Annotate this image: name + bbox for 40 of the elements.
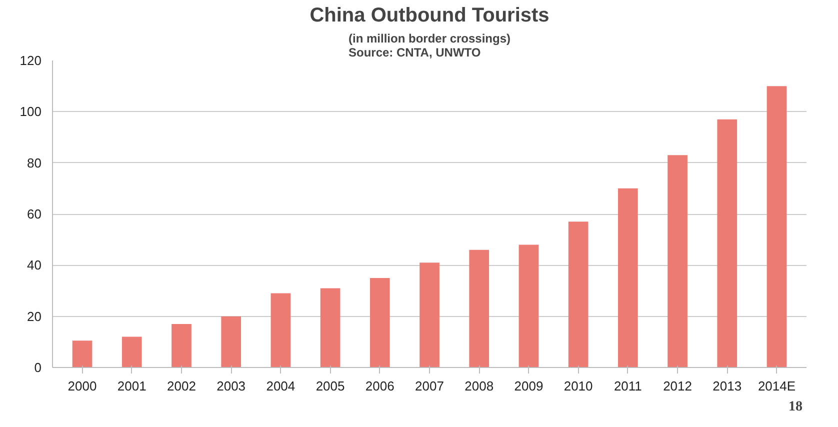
x-tick-label: 2007 bbox=[415, 378, 444, 394]
y-tick-label: 0 bbox=[34, 360, 42, 375]
x-tick-label: 2002 bbox=[167, 378, 196, 394]
x-tick-label: 2001 bbox=[117, 378, 146, 394]
bar bbox=[172, 324, 192, 368]
bar bbox=[370, 278, 390, 368]
y-tick-label: 40 bbox=[27, 258, 42, 273]
y-tick-label: 60 bbox=[27, 206, 42, 222]
x-tick-label: 2014E bbox=[758, 378, 796, 394]
x-tick-label: 2000 bbox=[68, 378, 97, 394]
x-tick-label: 2008 bbox=[464, 378, 494, 394]
x-tick-label: 2003 bbox=[216, 378, 246, 394]
x-tick-label: 2012 bbox=[663, 378, 692, 394]
bar bbox=[72, 340, 92, 368]
bar bbox=[518, 244, 539, 368]
bar bbox=[568, 222, 588, 368]
bar bbox=[420, 262, 440, 368]
bar bbox=[469, 250, 490, 368]
bar bbox=[717, 119, 738, 368]
y-tick-label: 80 bbox=[27, 155, 42, 170]
x-tick-label: 2009 bbox=[514, 378, 544, 394]
x-tick-label: 2004 bbox=[266, 378, 296, 394]
chart-title: China Outbound Tourists bbox=[310, 4, 550, 26]
y-tick-label: 100 bbox=[20, 104, 42, 120]
bar bbox=[320, 288, 340, 368]
chart-subtitle: (in million border crossings) Source: CNTA, UNWTO bbox=[348, 32, 511, 60]
x-tick-label: 2006 bbox=[365, 378, 394, 394]
bar bbox=[270, 293, 291, 368]
y-tick-label: 20 bbox=[27, 308, 42, 324]
bar bbox=[221, 316, 241, 368]
bar bbox=[122, 336, 142, 368]
bar bbox=[766, 86, 787, 368]
bar bbox=[618, 188, 638, 368]
x-tick-label: 2010 bbox=[564, 378, 593, 394]
text: 18 bbox=[788, 400, 802, 414]
x-tick-label: 2013 bbox=[712, 378, 742, 394]
x-tick-label: 2005 bbox=[316, 378, 345, 394]
x-tick-label: 2011 bbox=[614, 378, 642, 394]
bar bbox=[668, 155, 688, 368]
y-tick-label: 120 bbox=[20, 53, 42, 68]
